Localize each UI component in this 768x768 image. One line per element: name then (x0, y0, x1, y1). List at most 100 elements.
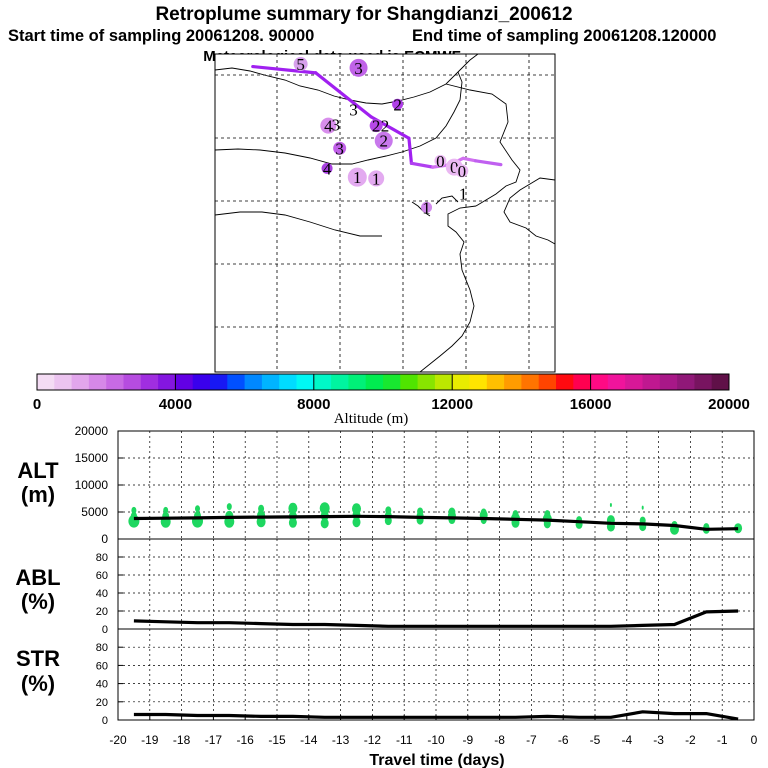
colorbar-swatch (106, 374, 124, 390)
x-tick-label: -20 (109, 733, 127, 747)
cluster-marker: 3 (349, 58, 368, 78)
trajectory-segment (409, 161, 435, 169)
colorbar-swatch (88, 374, 107, 390)
colorbar-swatch (210, 374, 228, 390)
cluster-dot (434, 154, 447, 167)
colorbar-swatch (296, 374, 315, 390)
y-tick-label: 40 (96, 679, 108, 691)
colorbar-swatch (313, 374, 332, 390)
colorbar-swatch (227, 374, 245, 390)
cluster-dot (392, 98, 404, 110)
altitude-colorbar: 0 4000 8000 12000 16000 20000 Altitude (m) (33, 373, 750, 427)
altitude-cluster-point (288, 502, 298, 514)
y-tick-label: 20 (96, 606, 108, 618)
cluster-marker: 1 (368, 169, 385, 188)
cluster-label: 1 (459, 185, 468, 204)
cluster-marker: 0 (434, 152, 447, 171)
x-tick-label: -18 (173, 733, 191, 747)
colorbar-swatch (625, 374, 643, 390)
series-line (133, 609, 739, 628)
y-tick-label: 5000 (81, 505, 108, 519)
altitude-cluster-point (352, 517, 361, 528)
altitude-cluster-point (448, 507, 456, 517)
panel-unit-label: (%) (21, 589, 55, 614)
colorbar-swatch (694, 374, 713, 390)
colorbar-swatch (642, 374, 661, 390)
cluster-label: 0 (450, 158, 459, 177)
colorbar-swatch (573, 374, 591, 390)
colorbar-swatch (331, 374, 349, 390)
colorbar-swatch (434, 374, 453, 390)
colorbar-swatch (711, 374, 730, 390)
colorbar-swatch (677, 374, 695, 390)
colorbar-swatch (486, 374, 505, 390)
x-tick-label: -17 (205, 733, 223, 747)
y-tick-label: 60 (96, 660, 108, 672)
colorbar-swatch (140, 374, 159, 390)
panel-alt: 0 5000 10000 15000 20000 ALT(m) (17, 424, 755, 546)
x-tick-label: -3 (653, 733, 664, 747)
panel-label: ALT (17, 458, 59, 483)
cluster-marker: 1 (421, 198, 433, 217)
panel-label: ABL (15, 565, 60, 590)
cluster-marker: 1 (347, 167, 367, 187)
y-tick-label: 40 (96, 588, 108, 600)
colorbar-swatch (71, 374, 90, 390)
x-tick-label: -7 (526, 733, 537, 747)
trajectory-segment (251, 64, 318, 75)
altitude-cluster-point (226, 503, 232, 511)
cluster-dot (320, 117, 337, 134)
trajectory-segment (407, 136, 414, 165)
altitude-cluster-point (319, 502, 330, 515)
panel-unit-label: (%) (21, 671, 55, 696)
cluster-marker: 0 (455, 162, 469, 181)
colorbar-swatch (175, 374, 194, 390)
cluster-dot (349, 58, 368, 77)
colorbar-tick-label: 0 (33, 396, 41, 413)
start-time-label: Start time of sampling 20061208. 90000 (8, 27, 314, 45)
cluster-marker: 2 (369, 117, 383, 136)
x-tick-label: -6 (558, 733, 569, 747)
cluster-label: 5 (296, 55, 305, 74)
x-axis-title: Travel time (days) (369, 752, 504, 768)
x-tick-label: -13 (332, 733, 350, 747)
altitude-cluster-point (320, 518, 329, 529)
colorbar-swatch (452, 374, 470, 390)
cluster-dot (368, 170, 385, 187)
map-borders (215, 54, 555, 372)
altitude-cluster-point (417, 507, 424, 516)
y-tick-label: 60 (96, 570, 108, 582)
cluster-label: 2 (381, 117, 390, 136)
end-time-label: End time of sampling 20061208.120000 (412, 27, 717, 45)
cluster-dot (333, 141, 347, 155)
colorbar-swatch (348, 374, 367, 390)
trajectory-segment (314, 71, 373, 119)
panel-abl: 0 20 40 60 80 ABL(%) (15, 538, 755, 636)
x-tick-label: -15 (268, 733, 286, 747)
cluster-label: 3 (349, 100, 358, 119)
colorbar-swatch (279, 374, 297, 390)
altitude-cluster-point (195, 505, 200, 513)
cluster-dot (321, 162, 333, 174)
cluster-marker: 4 (320, 117, 337, 136)
x-tick-label: -16 (237, 733, 255, 747)
altitude-cluster-point (352, 503, 361, 515)
colorbar-swatch (123, 374, 142, 390)
cluster-marker: 2 (381, 117, 390, 136)
colorbar-swatch (504, 374, 522, 390)
cluster-marker: 2 (374, 131, 393, 151)
cluster-marker: 1 (459, 185, 468, 204)
time-series-panels: 05000100001500020000ALT(m)020406080ABL(%… (15, 424, 755, 727)
colorbar-swatch (538, 374, 557, 390)
series-line (133, 514, 739, 531)
cluster-label: 3 (332, 115, 341, 134)
trajectory-segment (474, 159, 503, 167)
cluster-label: 1 (372, 169, 381, 188)
panel-unit-label: (m) (21, 482, 55, 507)
altitude-cluster-point (258, 504, 265, 513)
cluster-label: 0 (458, 162, 467, 181)
colorbar-swatch (469, 374, 488, 390)
travel-time-axis: -20 -19 -18 -17 -16 -15 -14 -13 -12 -11 -10 -9 -8 -7-… (109, 715, 758, 747)
y-tick-label: 20000 (75, 424, 109, 438)
cluster-label: 1 (422, 198, 431, 217)
